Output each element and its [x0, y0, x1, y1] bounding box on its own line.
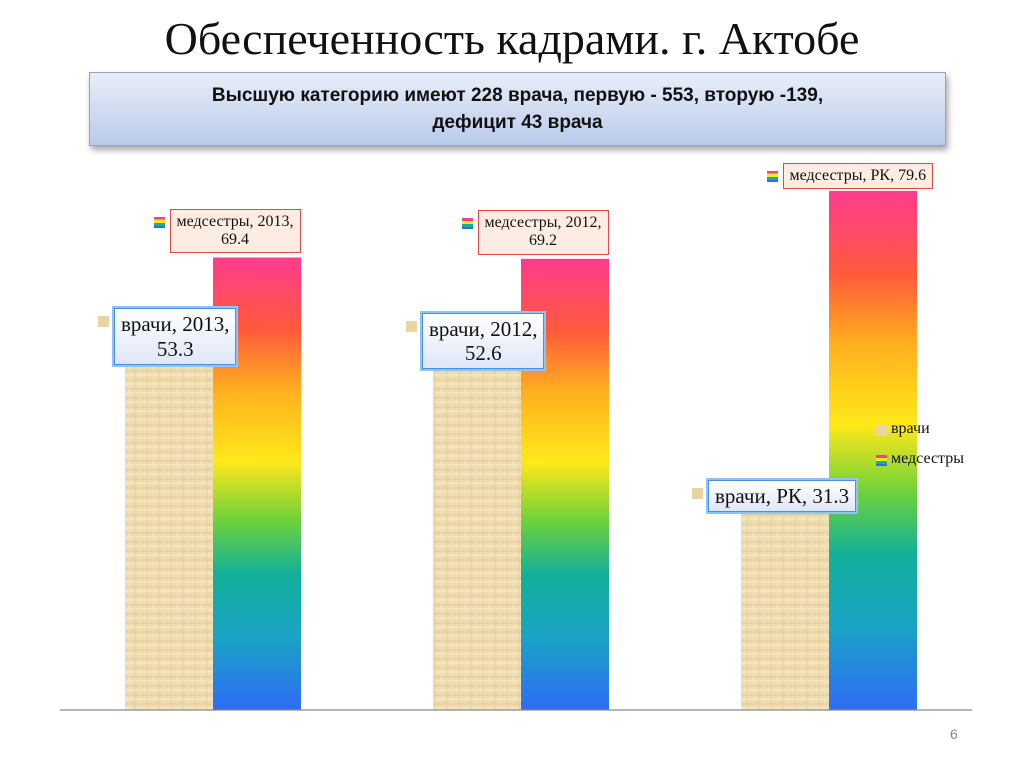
- data-label-key-icon: [692, 487, 703, 499]
- bar-doctors-0: [125, 362, 213, 710]
- info-line-2: дефицит 43 врача: [432, 112, 603, 133]
- data-label-doctors-1: врачи, 2012, 52.6: [422, 313, 545, 370]
- bar-nurses-2: [829, 191, 917, 710]
- data-label-nurses-2: медсестры, РК, 79.6: [782, 163, 934, 190]
- data-label-doctors-0: врачи, 2013, 53.3: [114, 308, 237, 365]
- data-label-value: 69.2: [529, 232, 557, 250]
- data-label-text: медсестры, 2013,: [176, 212, 294, 230]
- data-label-value: 53.3: [156, 336, 194, 361]
- data-label-text: врачи, 2012,: [429, 317, 538, 342]
- data-label-text: медсестры, РК, 79.6: [789, 167, 927, 184]
- data-label-text: врачи, РК, 31.3: [715, 483, 850, 508]
- page-number: 6: [950, 726, 958, 742]
- data-label-nurses-1: медсестры, 2012, 69.2: [477, 209, 609, 255]
- data-label-key-icon: [766, 171, 778, 182]
- data-label-key-icon: [406, 321, 417, 333]
- info-line-1: Высшую категорию имеют 228 врача, первую…: [211, 85, 824, 106]
- legend-doctors: врачи: [891, 420, 930, 437]
- bar-doctors-2: [741, 505, 829, 710]
- data-label-key-icon: [461, 217, 473, 229]
- legend-nurses-key-icon: [876, 455, 887, 466]
- data-label-value: 69.4: [221, 230, 249, 248]
- data-label-value: 52.6: [464, 341, 502, 366]
- info-box: Высшую категорию имеют 228 врача, первую…: [89, 72, 946, 146]
- data-label-nurses-0: медсестры, 2013, 69.4: [169, 208, 301, 254]
- data-label-text: врачи, 2013,: [121, 312, 230, 337]
- data-label-key-icon: [153, 216, 165, 228]
- data-label-key-icon: [98, 316, 109, 328]
- bar-doctors-1: [433, 367, 521, 710]
- data-label-text: медсестры, 2012,: [484, 213, 602, 231]
- slide-title: Обеспеченность кадрами. г. Актобе: [164, 13, 860, 64]
- legend-nurses: медсестры: [891, 450, 964, 467]
- data-label-doctors-2: врачи, РК, 31.3: [708, 479, 857, 513]
- legend-doctors-key-icon: [876, 425, 887, 436]
